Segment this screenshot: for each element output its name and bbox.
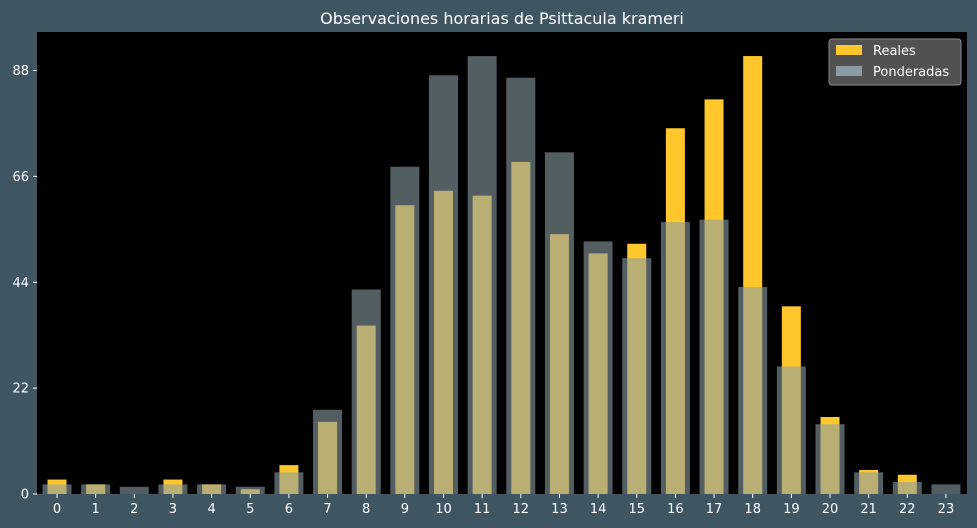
bars-group: [42, 56, 961, 494]
x-tick-label: 3: [169, 502, 177, 517]
legend-label-reales: Reales: [873, 44, 916, 59]
x-tick-label: 19: [783, 502, 800, 517]
bar-ponderadas-2: [119, 486, 149, 494]
chart-title: Observaciones horarias de Psittacula kra…: [320, 9, 684, 28]
bar-ponderadas-9: [390, 166, 420, 494]
x-tick-label: 10: [435, 502, 452, 517]
x-tick-label: 13: [551, 502, 568, 517]
bar-ponderadas-6: [274, 472, 304, 494]
x-tick-label: 7: [323, 502, 331, 517]
bar-ponderadas-11: [467, 56, 497, 494]
bar-ponderadas-20: [815, 424, 845, 494]
bar-ponderadas-1: [81, 484, 111, 494]
legend-label-ponderadas: Ponderadas: [873, 65, 949, 80]
y-tick-label: 88: [12, 64, 29, 79]
legend-swatch-ponderadas: [836, 66, 862, 76]
x-tick-label: 4: [207, 502, 215, 517]
legend-swatch-reales: [836, 45, 862, 55]
bar-ponderadas-5: [235, 486, 265, 494]
y-tick-label: 66: [12, 170, 29, 185]
y-tick-label: 0: [21, 488, 29, 503]
bar-ponderadas-19: [776, 366, 806, 494]
y-tick-label: 22: [12, 382, 29, 397]
bar-ponderadas-16: [660, 222, 690, 494]
x-tick-label: 5: [246, 502, 254, 517]
bar-ponderadas-8: [351, 289, 381, 494]
bar-ponderadas-13: [544, 152, 574, 494]
x-tick-label: 9: [401, 502, 409, 517]
x-tick-label: 6: [285, 502, 293, 517]
x-tick-label: 8: [362, 502, 370, 517]
x-tick-label: 17: [706, 502, 723, 517]
x-tick-label: 21: [860, 502, 877, 517]
x-tick-label: 12: [513, 502, 530, 517]
x-tick-label: 18: [744, 502, 761, 517]
x-tick-label: 14: [590, 502, 607, 517]
bar-ponderadas-23: [931, 484, 961, 494]
x-tick-label: 2: [130, 502, 138, 517]
bar-ponderadas-7: [313, 409, 343, 494]
bar-ponderadas-12: [506, 77, 536, 494]
x-tick-label: 22: [899, 502, 916, 517]
bar-ponderadas-3: [158, 484, 188, 494]
x-tick-label: 23: [938, 502, 955, 517]
bar-ponderadas-14: [583, 241, 613, 494]
x-tick-label: 1: [92, 502, 100, 517]
bar-ponderadas-4: [197, 484, 227, 494]
legend: Reales Ponderadas: [828, 38, 962, 86]
x-tick-label: 0: [53, 502, 61, 517]
x-tick-label: 16: [667, 502, 684, 517]
bar-ponderadas-18: [738, 287, 768, 494]
plot-area: [37, 32, 967, 494]
x-tick-label: 11: [474, 502, 491, 517]
x-tick-label: 15: [628, 502, 645, 517]
bar-ponderadas-22: [892, 481, 922, 494]
bar-ponderadas-10: [429, 75, 458, 494]
y-tick-label: 44: [12, 276, 29, 291]
bar-ponderadas-0: [42, 484, 72, 494]
bar-ponderadas-15: [622, 258, 652, 494]
x-tick-label: 20: [822, 502, 839, 517]
bar-ponderadas-17: [699, 219, 729, 494]
bar-ponderadas-21: [854, 472, 884, 494]
